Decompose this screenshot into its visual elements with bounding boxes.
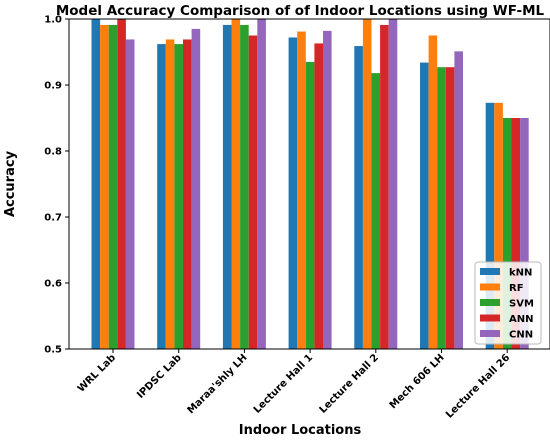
x-axis-label: Indoor Locations bbox=[239, 423, 362, 438]
legend-swatch-knn bbox=[480, 268, 500, 275]
bar-knn-3 bbox=[288, 37, 298, 349]
y-axis: 0.5 0.6 0.7 0.8 0.9 1.0 bbox=[44, 15, 69, 356]
x-tick-label: Lecture Hall 1 bbox=[252, 352, 315, 415]
bar-cnn-1 bbox=[191, 28, 201, 350]
bar-rf-3 bbox=[297, 31, 306, 349]
y-tick-label: 0.5 bbox=[44, 345, 62, 356]
chart-title: Model Accuracy Comparison of of Indoor L… bbox=[56, 3, 545, 19]
y-tick-label: 0.8 bbox=[44, 147, 62, 158]
bar-ann-2 bbox=[248, 35, 258, 349]
plot-frame bbox=[68, 18, 550, 350]
x-tick-label: Mech 606 LH bbox=[388, 352, 447, 411]
x-axis: WRL Lab IPDSC Lab Maraa'shly LH Lecture Hal… bbox=[76, 349, 512, 421]
bar-ann-6 bbox=[511, 118, 521, 349]
bar-cnn-3 bbox=[323, 30, 332, 349]
bar-rf-6 bbox=[494, 102, 503, 349]
y-tick-label: 1.0 bbox=[44, 15, 62, 26]
legend-swatch-ann bbox=[480, 314, 500, 322]
y-tick-label: 0.6 bbox=[44, 279, 62, 290]
bar-ann-3 bbox=[314, 43, 323, 350]
bar-knn-2 bbox=[222, 24, 232, 349]
x-tick-label: Lecture Hall 26 bbox=[444, 352, 512, 420]
bar-rf-0 bbox=[100, 24, 109, 349]
bar-knn-5 bbox=[420, 62, 429, 350]
bar-knn-1 bbox=[157, 44, 166, 349]
y-tick-label: 0.9 bbox=[44, 81, 62, 92]
legend-label-svm: SVM bbox=[509, 299, 534, 310]
bar-svm-2 bbox=[240, 24, 249, 349]
bar-rf-2 bbox=[231, 19, 241, 349]
bar-knn-0 bbox=[91, 19, 101, 349]
bar-svm-5 bbox=[437, 67, 446, 350]
legend-label-rf: RF bbox=[509, 283, 524, 294]
legend-swatch-svm bbox=[480, 299, 500, 306]
bar-svm-1 bbox=[174, 44, 183, 349]
bar-cnn-5 bbox=[454, 51, 463, 350]
bar-svm-4 bbox=[371, 73, 381, 350]
bar-cnn-6 bbox=[520, 118, 529, 349]
bar-rf-1 bbox=[165, 39, 175, 350]
bar-ann-5 bbox=[445, 67, 455, 350]
bar-svm-3 bbox=[305, 61, 315, 350]
bar-rf-5 bbox=[428, 35, 438, 349]
legend-label-knn: kNN bbox=[509, 268, 532, 279]
x-tick-label: Maraa'shly LH bbox=[186, 352, 250, 416]
legend-label-ann: ANN bbox=[509, 314, 533, 325]
bar-cnn-2 bbox=[257, 19, 266, 349]
x-tick-label: Lecture Hall 2 bbox=[318, 352, 381, 415]
bars-group bbox=[91, 19, 529, 350]
bar-knn-6 bbox=[485, 102, 495, 349]
bar-ann-4 bbox=[380, 24, 389, 349]
bar-cnn-0 bbox=[125, 39, 135, 350]
legend-swatch-rf bbox=[480, 283, 500, 291]
bar-rf-4 bbox=[362, 19, 372, 349]
bar-svm-6 bbox=[502, 118, 512, 349]
x-tick-label: IPDSC Lab bbox=[135, 352, 184, 401]
bar-ann-1 bbox=[183, 39, 192, 350]
bar-ann-0 bbox=[117, 19, 126, 349]
y-tick-label: 0.7 bbox=[44, 213, 62, 224]
legend-label-cnn: CNN bbox=[509, 330, 533, 341]
y-axis-label: Accuracy bbox=[3, 150, 18, 217]
bar-cnn-4 bbox=[388, 19, 398, 349]
legend-swatch-cnn bbox=[480, 330, 500, 337]
bar-svm-0 bbox=[108, 24, 118, 349]
bar-knn-4 bbox=[354, 46, 363, 350]
legend-box bbox=[474, 261, 542, 345]
x-tick-label: WRL Lab bbox=[76, 352, 118, 394]
legend: kNN RF SVM ANN CNN bbox=[474, 261, 542, 345]
